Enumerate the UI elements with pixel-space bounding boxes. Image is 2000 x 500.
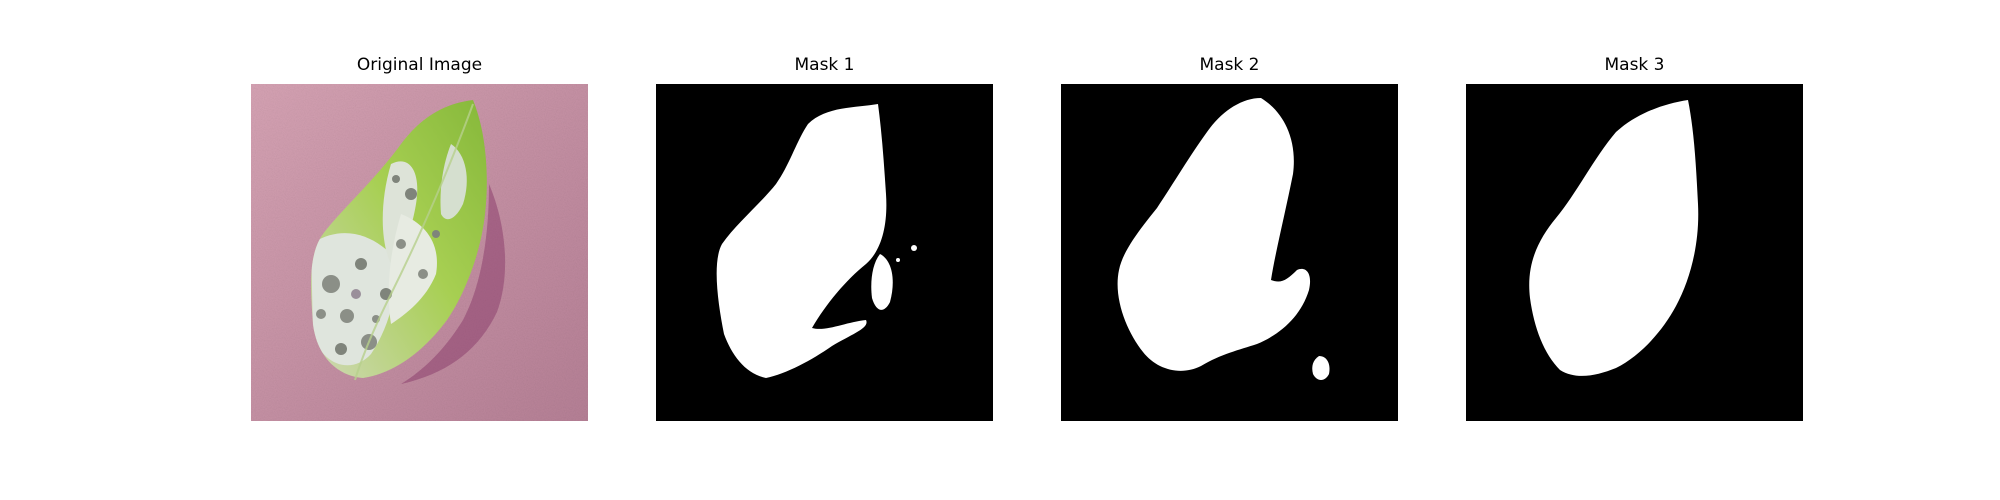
mask-image [1466,84,1803,421]
mask-region [1117,98,1311,371]
panel-title: Original Image [356,55,483,75]
leaf-photo [251,84,588,421]
panel-title: Mask 2 [1199,55,1260,75]
mask-region [716,104,887,378]
panel-mask-1: Mask 1 [656,50,993,421]
panel-mask-3: Mask 3 [1466,50,1803,421]
panel-original-image: Original Image [251,50,588,421]
mask-fragment [871,254,893,310]
panel-title: Mask 3 [1604,55,1665,75]
mask-region [1529,100,1699,376]
mask-image [1061,84,1398,421]
mask-fragment [1312,356,1330,380]
mask-image [656,84,993,421]
leaf-midrib [354,103,474,381]
mask-fragment [896,258,900,262]
panel-mask-2: Mask 2 [1061,50,1398,421]
mask-fragment [911,245,917,251]
panel-title: Mask 1 [794,55,855,75]
leaf-shadow [401,184,506,384]
mask-fragment [1257,306,1265,314]
